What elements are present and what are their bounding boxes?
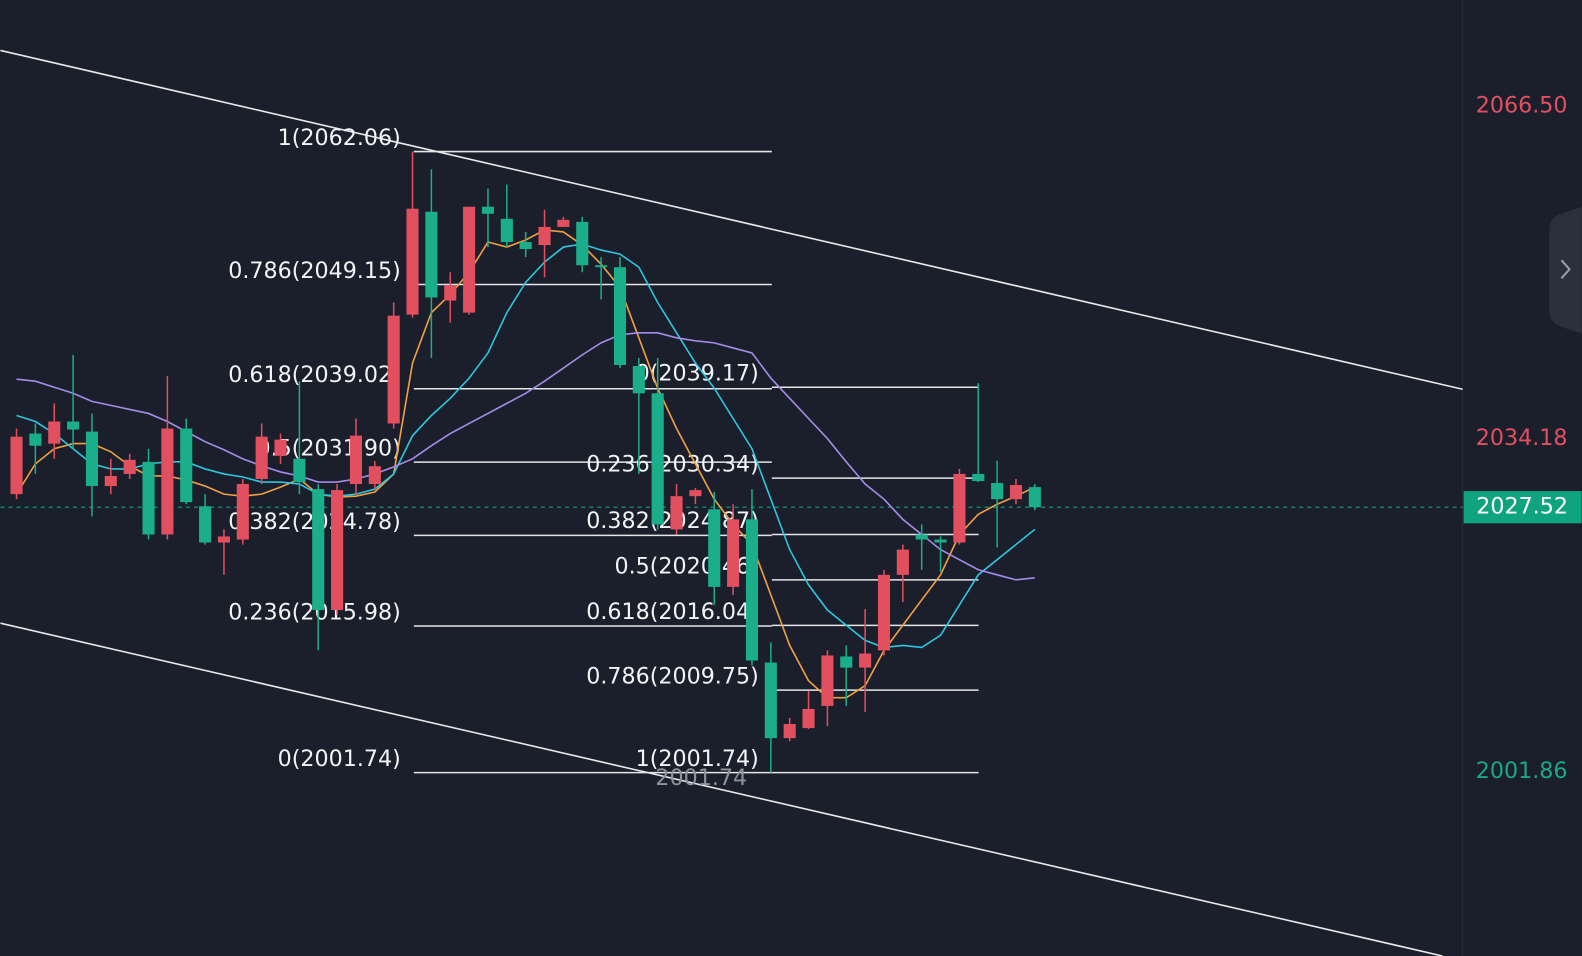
last-price-badge <box>1463 491 1582 524</box>
candle-body <box>915 534 928 540</box>
candle-body <box>576 221 589 266</box>
candle-body <box>783 724 796 739</box>
low-price-annotation: 2001.74 <box>655 765 747 791</box>
candle-body <box>670 496 683 530</box>
candle-body <box>840 656 853 668</box>
candle-body <box>349 435 363 485</box>
candle-body <box>538 226 551 246</box>
channel-line <box>0 622 1443 956</box>
fib-level-label: 0.786(2009.75) <box>586 664 758 690</box>
fib-level-label: 0.618(2039.02) <box>228 362 400 388</box>
price-axis-label: 2001.86 <box>1476 758 1568 784</box>
candle-body <box>123 459 136 474</box>
candle-body <box>896 549 909 575</box>
candle-body <box>972 473 985 482</box>
fib-level-label: 0(2001.74) <box>278 746 401 772</box>
candle-body <box>632 366 645 394</box>
candle-body <box>613 267 627 365</box>
fib-level-label: 1(2001.74) <box>636 746 759 772</box>
candle-body <box>595 265 608 268</box>
channel-line <box>0 49 1463 391</box>
candle-body <box>67 421 80 430</box>
candle-body <box>29 433 42 446</box>
candle-body <box>877 574 891 651</box>
candle-body <box>953 473 966 543</box>
expand-arrow-icon <box>1560 259 1571 279</box>
candle-body <box>425 211 438 298</box>
candle-body <box>406 208 419 315</box>
candle-body <box>331 490 344 611</box>
candle-body <box>745 519 759 661</box>
price-axis-label: 2066.50 <box>1476 92 1568 118</box>
candle-body <box>293 458 306 483</box>
candle-body <box>48 421 61 444</box>
candle-body <box>236 484 249 540</box>
candle-body <box>274 439 287 456</box>
candle-body <box>387 315 400 424</box>
fib-level-label: 1(2062.06) <box>278 125 401 151</box>
candle-body <box>1009 485 1023 500</box>
candle-body <box>217 536 231 543</box>
drawings <box>0 49 1463 956</box>
candle-body <box>10 436 23 495</box>
fib-level-label: 0.618(2016.04) <box>586 599 758 625</box>
candle-body <box>104 475 117 487</box>
candle-body <box>557 219 570 227</box>
candle-body <box>368 466 381 485</box>
candle-body <box>444 285 457 301</box>
candle-body <box>463 206 476 313</box>
candle-body <box>802 708 815 729</box>
last-price-label: 2027.52 <box>1476 494 1568 520</box>
candle-body <box>821 655 834 706</box>
candle-body <box>142 461 155 535</box>
side-panel-tab[interactable] <box>1549 206 1582 334</box>
candle-body <box>180 428 193 503</box>
candle-body <box>161 428 174 535</box>
candle-body <box>85 431 99 487</box>
candle-body <box>708 509 721 587</box>
candle-body <box>312 489 325 611</box>
candle-body <box>255 436 268 479</box>
candle-body <box>500 218 513 243</box>
candle-body <box>481 206 495 214</box>
candle-body <box>651 393 664 525</box>
candle-body <box>764 662 777 739</box>
candle-body <box>519 242 532 250</box>
candle-body <box>934 539 947 543</box>
candle-body <box>1028 487 1041 508</box>
candle-body <box>199 506 212 543</box>
candle-body <box>689 490 702 497</box>
fib-level-label: 0.786(2049.15) <box>228 258 400 284</box>
candle-body <box>991 482 1004 500</box>
fib-level-label: 0.236(2030.34) <box>586 452 758 478</box>
candle-body <box>727 519 740 587</box>
price-axis-label: 2034.18 <box>1476 425 1568 451</box>
candle-body <box>859 653 872 668</box>
